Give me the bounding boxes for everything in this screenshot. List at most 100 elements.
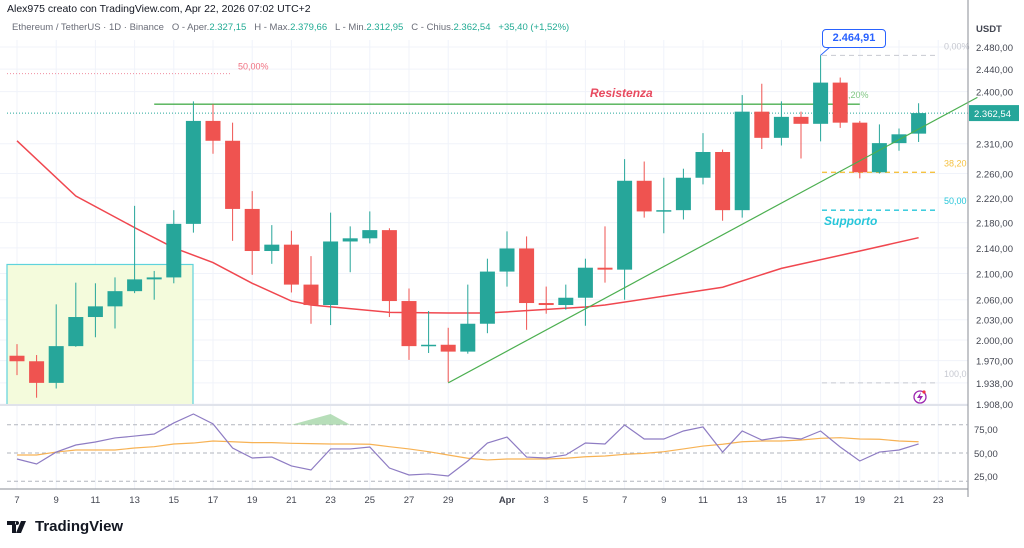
candle-body[interactable] [538,303,554,306]
price-tick-label: 2.220,00 [976,194,1013,205]
price-tick-label: 2.060,00 [976,296,1013,307]
attribution: Alex975 creato con TradingView.com, Apr … [7,3,311,15]
alert-lightning-icon[interactable] [913,390,927,404]
candle-body[interactable] [773,116,789,138]
candle-body[interactable] [244,208,260,252]
candle-body[interactable] [29,361,45,383]
high-label: H - Max. [254,22,291,33]
candle-body[interactable] [617,180,633,270]
candle-body[interactable] [460,323,476,352]
last-price-label: 2.362,54 [974,109,1011,120]
low-value: 2.312,95 [366,22,404,33]
close-value: 2.362,54 [453,22,491,33]
candle-body[interactable] [303,284,319,306]
candle-body[interactable] [871,143,887,173]
fib-label: 38,20% [838,90,869,100]
lightning-glyph-icon [917,392,923,402]
candle-body[interactable] [715,151,731,211]
time-tick-label: 5 [583,495,588,506]
time-tick-label: 23 [933,495,944,506]
candle-body[interactable] [401,301,417,347]
candle-body[interactable] [381,230,397,302]
candle-body[interactable] [440,344,456,352]
candle-body[interactable] [323,241,339,306]
time-tick-label: 13 [737,495,748,506]
last-price-badge [969,105,1019,122]
time-tick-label: 19 [855,495,866,506]
candle-body[interactable] [146,277,162,280]
rsi-tick-label: 25,00 [974,472,998,483]
candle-body[interactable] [519,248,535,304]
time-tick-label: 23 [325,495,336,506]
candle-body[interactable] [675,177,691,211]
candle-body[interactable] [577,267,593,298]
candle-body[interactable] [832,82,848,123]
candle-body[interactable] [68,317,84,347]
candle-body[interactable] [852,122,868,173]
fib-label: 100,0 [944,369,967,379]
candle-body[interactable] [166,223,182,278]
fib-label: 0,00% [944,41,970,51]
price-tick-label: 2.260,00 [976,170,1013,181]
candle-body[interactable] [87,306,103,318]
rsi-ma-line [17,437,919,461]
candle-body[interactable] [283,244,299,285]
time-tick-label: 3 [544,495,549,506]
candle-body[interactable] [264,244,280,252]
candle-body[interactable] [695,151,711,178]
trendline[interactable] [447,96,978,384]
candle-body[interactable] [813,82,829,124]
candle-body[interactable] [421,344,437,347]
candle-body[interactable] [107,291,123,307]
candle-body[interactable] [9,355,25,362]
symbol-name[interactable]: Ethereum / TetherUS · 1D · Binance [12,22,164,33]
candle-body[interactable] [479,271,495,324]
time-tick-label: Apr [499,495,516,506]
candle-body[interactable] [597,267,613,270]
candle-body[interactable] [48,346,64,383]
callout-pointer [820,46,831,56]
candle-body[interactable] [793,116,809,124]
time-tick-label: 15 [776,495,787,506]
fib-label: 50,00 [944,196,967,206]
candle-body[interactable] [636,180,652,212]
candle-body[interactable] [342,238,358,242]
high-price-callout[interactable]: 2.464,91 [822,29,886,48]
change-value: +35,40 (+1,52%) [498,22,570,33]
candle-body[interactable] [656,210,672,212]
support-label: Supporto [824,214,877,228]
resistance-label: Resistenza [590,86,653,100]
candle-body[interactable] [734,111,750,211]
rsi-overbought-fill [291,413,351,425]
candle-body[interactable] [362,230,378,239]
tradingview-logo[interactable]: TradingView [7,518,123,535]
price-tick-label: 2.440,00 [976,65,1013,76]
time-tick-label: 29 [443,495,454,506]
candle-body[interactable] [911,113,927,134]
price-tick-label: 2.030,00 [976,316,1013,327]
time-tick-label: 19 [247,495,258,506]
candle-body[interactable] [225,140,241,209]
time-tick-label: 13 [129,495,140,506]
time-tick-label: 17 [208,495,219,506]
close-label: C - Chius. [411,22,454,33]
rsi-tick-label: 75,00 [974,425,998,436]
candle-body[interactable] [754,111,770,138]
candle-body[interactable] [499,248,515,272]
time-tick-label: 21 [894,495,905,506]
fib-50-label: 50,00% [238,62,269,72]
candle-body[interactable] [127,279,143,292]
high-value: 2.379,66 [290,22,328,33]
brand-name: TradingView [35,518,124,535]
candle-body[interactable] [891,134,907,144]
symbol-legend: Ethereum / TetherUS · 1D · Binance O - A… [12,22,569,33]
time-tick-label: 25 [365,495,376,506]
low-label: L - Min. [335,22,367,33]
candle-body[interactable] [558,297,574,306]
candle-body[interactable] [205,120,221,141]
candle-body[interactable] [185,120,201,224]
alert-dot-icon [922,390,926,394]
price-tick-label: 1.908,00 [976,400,1013,411]
range-box[interactable] [6,263,194,406]
